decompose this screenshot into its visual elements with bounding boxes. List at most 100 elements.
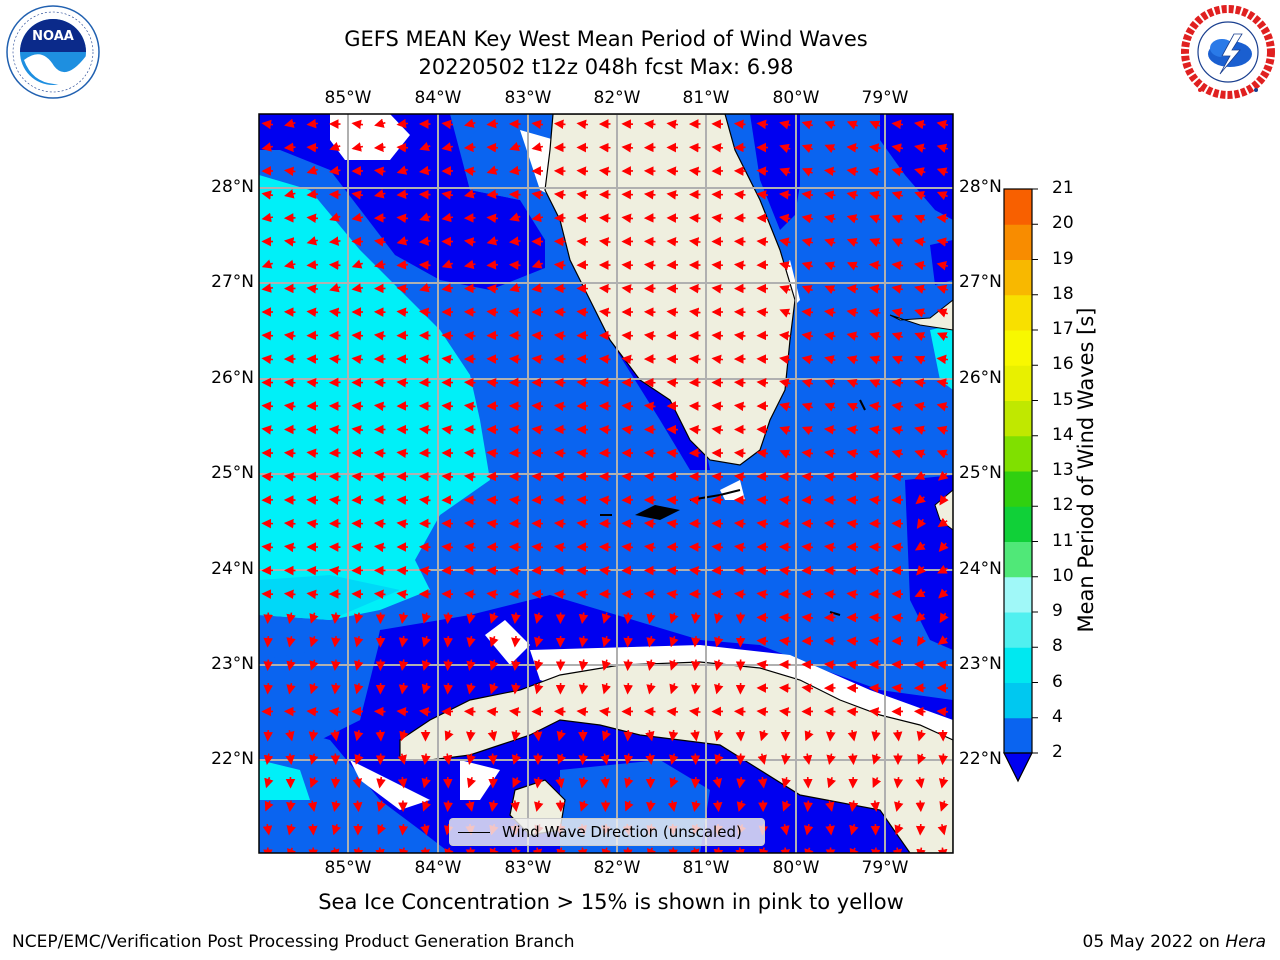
wave-direction-arrow — [283, 377, 296, 388]
wave-direction-arrow — [328, 566, 341, 576]
wave-direction-arrow — [373, 401, 386, 412]
wave-direction-arrow — [846, 519, 859, 529]
wave-direction-arrow — [623, 753, 634, 765]
wave-direction-arrow — [261, 119, 274, 130]
wave-direction-arrow — [263, 682, 273, 695]
wave-direction-arrow — [914, 191, 926, 201]
wave-direction-arrow — [936, 119, 949, 130]
noaa-logo: NOAA — [6, 5, 100, 99]
wave-direction-arrow — [621, 425, 634, 435]
wave-direction-arrow — [486, 118, 499, 129]
wave-direction-arrow — [373, 331, 386, 341]
wave-direction-arrow — [691, 635, 701, 648]
colorbar-segment — [1004, 330, 1032, 366]
wave-direction-arrow — [397, 753, 407, 765]
wave-direction-arrow — [868, 284, 881, 294]
lat-tick-right: 27°N — [959, 272, 1002, 292]
lat-tick-left: 25°N — [211, 463, 254, 483]
wave-direction-arrow — [893, 776, 904, 789]
footer-machine: Hera — [1225, 932, 1266, 952]
wave-direction-arrow — [489, 636, 499, 648]
wind-wave-direction-arrows — [261, 118, 949, 853]
wave-direction-arrow — [801, 167, 813, 177]
wave-direction-arrow — [846, 190, 859, 200]
wave-direction-arrow — [576, 448, 589, 459]
wave-direction-arrow — [801, 144, 813, 154]
wave-direction-arrow — [801, 331, 814, 341]
colorbar-segment — [1004, 576, 1032, 613]
wave-direction-arrow — [509, 283, 521, 293]
wave-direction-arrow — [756, 495, 769, 505]
wave-direction-arrow — [688, 424, 701, 435]
wave-direction-arrow — [733, 401, 746, 412]
wave-direction-arrow — [283, 472, 296, 482]
colorbar-tick-label: 17 — [1052, 319, 1074, 339]
wave-direction-arrow — [756, 589, 769, 600]
wave-direction-arrow — [576, 589, 589, 600]
wave-direction-arrow — [421, 659, 431, 671]
wave-direction-arrow — [443, 776, 453, 789]
wave-direction-arrow — [396, 236, 409, 246]
wave-direction-arrow — [736, 800, 746, 812]
wave-direction-arrow — [733, 260, 746, 271]
wave-direction-arrow — [598, 237, 611, 247]
wave-direction-arrow — [823, 659, 836, 670]
wave-direction-arrow — [939, 800, 949, 812]
wave-direction-arrow — [891, 214, 903, 224]
wave-direction-arrow — [757, 776, 768, 789]
wave-direction-arrow — [576, 190, 589, 200]
wave-direction-arrow — [331, 635, 341, 648]
wave-direction-arrow — [375, 729, 386, 742]
wave-direction-arrow — [714, 753, 724, 765]
wave-direction-arrow — [823, 518, 836, 529]
wave-direction-arrow — [915, 776, 925, 789]
colorbar-tick-label: 11 — [1052, 530, 1074, 551]
colorbar-tick-label: 13 — [1052, 460, 1074, 480]
colorbar — [1003, 188, 1038, 783]
colorbar-tick-label: 14 — [1052, 424, 1074, 445]
wave-direction-arrow — [309, 683, 319, 695]
wave-direction-arrow — [374, 189, 386, 199]
wave-direction-arrow — [463, 472, 476, 482]
wave-direction-arrow — [531, 542, 544, 553]
footer-credit: NCEP/EMC/Verification Post Processing Pr… — [12, 932, 575, 952]
wave-direction-arrow — [891, 308, 904, 318]
wave-direction-arrow — [466, 777, 477, 789]
wave-direction-arrow — [914, 214, 926, 224]
wave-direction-arrow — [441, 330, 454, 341]
wave-direction-arrow — [825, 823, 835, 836]
wave-direction-arrow — [531, 471, 544, 482]
wave-direction-arrow — [374, 118, 386, 128]
wave-direction-arrow — [688, 166, 701, 177]
wave-direction-arrow — [733, 448, 746, 458]
wave-direction-arrow — [418, 260, 431, 270]
wave-direction-arrow — [915, 823, 926, 836]
wave-direction-arrow — [914, 425, 926, 435]
wave-direction-arrow — [466, 753, 476, 765]
wave-direction-arrow — [486, 589, 499, 600]
wave-direction-arrow — [488, 800, 499, 813]
wave-direction-arrow — [373, 377, 386, 388]
wave-direction-arrow — [824, 355, 836, 365]
wave-direction-arrow — [936, 354, 949, 365]
wave-direction-arrow — [328, 307, 341, 318]
wave-direction-arrow — [756, 166, 769, 176]
wave-direction-arrow — [936, 332, 948, 342]
colorbar-tick-label: 9 — [1052, 601, 1063, 621]
wave-direction-arrow — [869, 190, 881, 200]
wave-direction-arrow — [396, 165, 409, 175]
wave-direction-arrow — [598, 142, 611, 153]
wave-direction-arrow — [666, 236, 679, 247]
wave-direction-arrow — [914, 284, 926, 294]
wave-direction-arrow — [553, 377, 566, 388]
wave-direction-arrow — [736, 776, 746, 789]
wave-direction-arrow — [756, 378, 769, 388]
wave-direction-arrow — [868, 707, 881, 717]
wave-direction-arrow — [463, 377, 476, 388]
wave-direction-arrow — [936, 143, 949, 153]
wave-direction-arrow — [286, 659, 296, 671]
wave-direction-arrow — [306, 118, 319, 129]
wave-direction-arrow — [576, 495, 589, 505]
wave-direction-arrow — [441, 119, 454, 130]
